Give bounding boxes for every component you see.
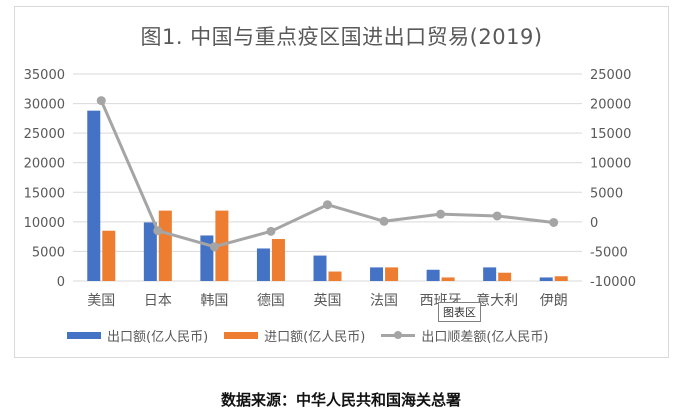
bar-imports — [271, 239, 285, 281]
x-axis-category-label: 意大利 — [476, 292, 518, 309]
bar-imports — [102, 230, 116, 281]
left-axis-tick-label: 35000 — [24, 68, 65, 83]
legend-swatch-surplus — [381, 330, 416, 340]
legend-item-exports: 出口额(亿人民币) — [67, 326, 208, 345]
left-axis-tick-label: 25000 — [24, 127, 65, 142]
x-axis-category-label: 英国 — [314, 292, 342, 309]
left-axis-tick-label: 0 — [57, 275, 65, 290]
legend-label-surplus: 出口顺差额(亿人民币) — [421, 329, 549, 345]
x-axis-category-label: 伊朗 — [540, 293, 568, 309]
point-surplus — [266, 226, 276, 236]
point-surplus — [379, 216, 389, 226]
left-axis-tick-label: 10000 — [24, 216, 65, 231]
point-surplus — [153, 226, 163, 236]
legend-swatch-exports — [67, 331, 101, 339]
bar-imports — [498, 272, 512, 281]
right-axis-tick-label: 15000 — [590, 127, 631, 142]
point-surplus — [549, 217, 559, 227]
right-axis-tick-label: 10000 — [590, 157, 631, 172]
x-axis-category-label: 日本 — [144, 293, 172, 309]
x-axis-category-label: 韩国 — [200, 293, 228, 309]
right-axis-tick-label: 5000 — [590, 186, 623, 201]
point-surplus — [436, 209, 446, 219]
point-surplus — [323, 200, 332, 210]
bar-imports — [385, 267, 399, 281]
bar-imports — [328, 271, 342, 281]
point-surplus — [96, 96, 106, 106]
bar-exports — [539, 277, 553, 281]
right-axis-tick-label: -10000 — [590, 275, 636, 290]
left-axis-tick-label: 20000 — [24, 157, 65, 172]
legend: 出口额(亿人民币) 进口额(亿人民币) 出口顺差额(亿人民币) — [67, 325, 564, 345]
legend-item-surplus: 出口顺差额(亿人民币) — [381, 326, 548, 345]
bar-imports — [554, 276, 568, 281]
bar-exports — [426, 269, 440, 281]
point-surplus — [492, 211, 502, 221]
point-surplus — [209, 242, 219, 252]
bar-exports — [370, 267, 384, 281]
left-axis-tick-label: 15000 — [24, 186, 65, 201]
source-note: 数据来源：中华人民共和国海关总署 — [220, 391, 461, 409]
left-axis-tick-label: 5000 — [32, 245, 65, 260]
legend-label-imports: 进口额(亿人民币) — [264, 329, 366, 345]
bar-exports — [313, 255, 327, 281]
right-axis-tick-label: 0 — [590, 216, 598, 231]
bar-imports — [158, 210, 172, 281]
legend-label-exports: 出口额(亿人民币) — [107, 329, 209, 345]
right-axis-tick-label: -5000 — [590, 245, 628, 260]
legend-item-imports: 进口额(亿人民币) — [224, 326, 365, 345]
x-axis-category-label: 美国 — [87, 293, 115, 309]
bar-exports — [143, 222, 157, 281]
plot-area: 0 5000 10000 15000 20000 25000 30000 35000 -1000… — [24, 68, 636, 309]
bar-imports — [441, 277, 455, 281]
right-axis-tick-label: 25000 — [590, 68, 631, 83]
bar-exports — [256, 248, 270, 281]
chart-area[interactable]: 图1. 中国与重点疫区国进出口贸易(2019) 0 5000 10000 15000 2… — [14, 6, 669, 358]
bar-exports — [87, 110, 101, 281]
bar-exports — [483, 267, 497, 281]
left-axis-tick-label: 30000 — [24, 98, 65, 113]
x-axis-category-label: 法国 — [370, 293, 398, 309]
chart-area-tooltip: 图表区 — [438, 302, 481, 322]
right-axis-tick-label: 20000 — [590, 98, 631, 113]
chart-title: 图1. 中国与重点疫区国进出口贸易(2019) — [140, 25, 543, 49]
x-axis-category-label: 德国 — [257, 293, 285, 309]
legend-swatch-imports — [224, 331, 259, 339]
